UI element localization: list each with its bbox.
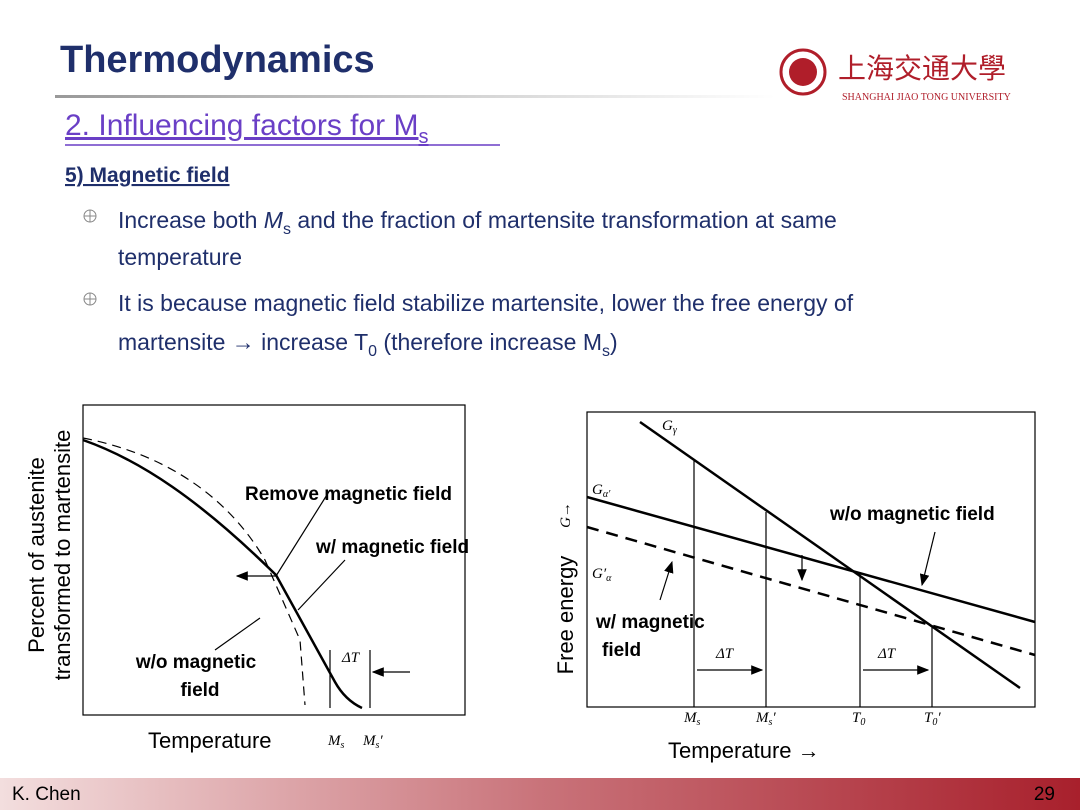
text: s bbox=[769, 717, 773, 728]
section-subscript: s bbox=[419, 126, 429, 148]
title: Thermodynamics bbox=[60, 39, 375, 81]
text: G bbox=[662, 418, 673, 434]
footer-bar bbox=[0, 778, 1080, 810]
label: Gγ bbox=[662, 418, 678, 436]
bullet-line: It is because magnetic field stabilize m… bbox=[118, 290, 854, 316]
x-label: Temperature bbox=[148, 728, 272, 753]
bullet-line: Increase both Ms and the fraction of mar… bbox=[118, 207, 837, 238]
y-label: Free energy bbox=[553, 556, 578, 675]
text: s bbox=[376, 740, 380, 751]
label: ΔT bbox=[715, 646, 735, 662]
leader bbox=[214, 617, 261, 651]
label: Gα′ bbox=[592, 482, 611, 500]
label: Ms bbox=[327, 733, 345, 751]
line-g-alpha bbox=[586, 495, 1036, 624]
label: w/o magnetic bbox=[135, 652, 257, 673]
text: G bbox=[592, 482, 603, 498]
text: α bbox=[606, 573, 612, 584]
text: T bbox=[924, 710, 934, 726]
label: w/ magnetic bbox=[595, 612, 705, 633]
text: G′ bbox=[592, 566, 607, 582]
text: ′ bbox=[937, 710, 941, 726]
line-g-alpha-prime bbox=[586, 525, 1036, 657]
label: w/ magnetic field bbox=[315, 537, 469, 558]
frame bbox=[586, 411, 1036, 708]
label: ΔT bbox=[877, 646, 897, 662]
label: G′α bbox=[592, 566, 612, 584]
text: ) bbox=[610, 329, 618, 355]
text: martensite → increase T bbox=[118, 329, 368, 355]
left-figure: Remove magnetic field w/ magnetic field … bbox=[24, 404, 469, 753]
text: s bbox=[697, 717, 701, 728]
y-label: Percent of austenite bbox=[24, 457, 49, 653]
text: s bbox=[602, 343, 610, 360]
logo-subtitle: SHANGHAI JIAO TONG UNIVERSITY bbox=[842, 92, 1011, 103]
label: Ms′ bbox=[755, 710, 776, 728]
label: field bbox=[602, 640, 641, 661]
text: and the fraction of martensite transform… bbox=[291, 207, 837, 233]
text: M bbox=[327, 733, 342, 749]
label: Remove magnetic field bbox=[245, 484, 452, 505]
leader bbox=[297, 559, 346, 611]
section-title: 2. Influencing factors for Ms bbox=[65, 109, 429, 148]
label: T0 bbox=[852, 710, 865, 728]
footer-author: K. Chen bbox=[12, 784, 81, 805]
section-text: 2. Influencing factors for M bbox=[65, 109, 419, 142]
text: Increase both bbox=[118, 207, 264, 233]
text: ′ bbox=[772, 710, 776, 726]
title-rule bbox=[55, 95, 775, 98]
label: Ms′ bbox=[362, 733, 383, 751]
text: α′ bbox=[603, 489, 611, 500]
curve-with bbox=[82, 438, 363, 710]
bullet-icon bbox=[83, 209, 97, 223]
label: T0′ bbox=[924, 710, 941, 728]
right-figure: Gγ Gα′ G′α w/o magnetic field w/ magneti… bbox=[553, 411, 1036, 763]
line-g-gamma bbox=[639, 420, 1021, 690]
text: 0 bbox=[368, 343, 377, 360]
text: M bbox=[362, 733, 377, 749]
bullet-line: martensite → increase T0 (therefore incr… bbox=[118, 329, 618, 360]
text: γ bbox=[673, 425, 678, 436]
text: M bbox=[755, 710, 770, 726]
text: T bbox=[852, 710, 862, 726]
label: ΔT bbox=[341, 650, 361, 666]
text: s bbox=[283, 221, 291, 238]
label: field bbox=[180, 680, 219, 701]
text: 0 bbox=[860, 717, 865, 728]
text: M bbox=[264, 207, 284, 233]
label: w/o magnetic field bbox=[829, 504, 995, 525]
curve-without bbox=[82, 437, 306, 706]
text: s bbox=[341, 740, 345, 751]
logo-text: 上海交通大學 bbox=[838, 52, 1006, 85]
label: Ms bbox=[683, 710, 701, 728]
subsection: 5) Magnetic field bbox=[65, 164, 230, 187]
leader bbox=[275, 489, 331, 577]
arrow bbox=[919, 531, 936, 587]
page-number: 29 bbox=[1034, 784, 1055, 805]
x-label: Temperature → bbox=[668, 738, 820, 763]
y-symbol: G→ bbox=[558, 502, 574, 528]
y-label: transformed to martensite bbox=[50, 430, 75, 681]
text: (therefore increase M bbox=[377, 329, 602, 355]
logo: 上海交通大學 SHANGHAI JIAO TONG UNIVERSITY bbox=[779, 48, 1011, 103]
bullet-line: temperature bbox=[118, 244, 242, 270]
bullet-icon bbox=[83, 292, 97, 306]
text: ′ bbox=[379, 733, 383, 749]
frame bbox=[82, 404, 466, 716]
arrow bbox=[659, 560, 674, 601]
text: M bbox=[683, 710, 698, 726]
text: 0 bbox=[932, 717, 937, 728]
